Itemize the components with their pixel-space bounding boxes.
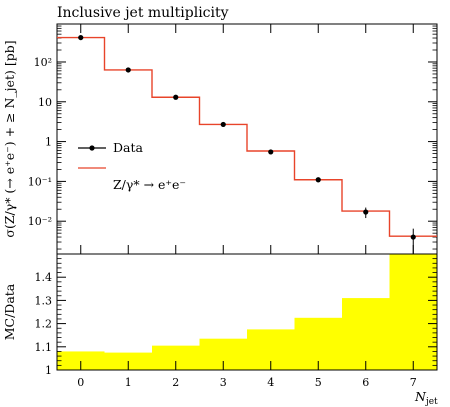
ratio-y-tick-label: 1.2 — [35, 318, 53, 331]
ratio-x-ticks: 0 1 2 3 4 5 6 7 — [77, 361, 417, 389]
mc-series — [57, 36, 437, 237]
ratio-y-ticks: 1 1.1 1.2 1.3 1.4 — [35, 258, 437, 377]
data-series — [78, 34, 416, 254]
x-tick-label: 0 — [77, 376, 84, 389]
legend-mc-label: Z/γ* → e⁺e⁻ — [113, 177, 186, 192]
data-point — [125, 67, 131, 73]
mc-step-line — [57, 36, 437, 237]
ratio-y-tick-label: 1 — [45, 364, 52, 377]
ratio-y-tick-label: 1.1 — [35, 341, 53, 354]
top-x-ticks — [80, 24, 414, 254]
x-tick-label: 1 — [125, 376, 132, 389]
top-y-ticks: 10⁻² 10⁻¹ 1 10 10² — [28, 23, 437, 250]
ratio-y-tick-label: 1.4 — [35, 271, 53, 284]
ratio-bar — [57, 351, 105, 370]
cross-section-panel: 10⁻² 10⁻¹ 1 10 10² Data Z/γ* → e⁺e⁻ σ(Z/γ* (… — [2, 23, 438, 255]
data-point — [410, 234, 416, 240]
top-y-tick-label: 1 — [45, 136, 52, 149]
legend-data-marker — [89, 145, 95, 151]
x-tick-label: 2 — [172, 376, 179, 389]
data-point — [268, 149, 274, 155]
data-point — [220, 121, 226, 128]
x-tick-label: 4 — [267, 376, 274, 389]
top-y-tick-label: 10⁻² — [28, 215, 52, 228]
data-point — [78, 34, 84, 41]
ratio-y-axis-label: MC/Data — [2, 283, 17, 340]
top-y-tick-label: 10² — [34, 56, 52, 69]
data-point — [173, 94, 179, 100]
data-point — [315, 177, 321, 183]
x-tick-label: 7 — [410, 376, 417, 389]
legend: Data Z/γ* → e⁺e⁻ — [78, 140, 186, 192]
ratio-bar — [389, 254, 437, 370]
x-axis-label-subscript: jet — [425, 397, 438, 407]
ratio-histogram — [57, 254, 437, 370]
x-tick-label: 6 — [362, 376, 369, 389]
x-tick-label: 5 — [315, 376, 322, 389]
ratio-panel: 1 1.1 1.2 1.3 1.4 0 1 2 3 4 5 6 7 MC/Data — [2, 253, 438, 389]
top-y-tick-label: 10⁻¹ — [28, 175, 52, 188]
top-y-tick-label: 10 — [38, 96, 52, 109]
x-tick-label: 3 — [220, 376, 227, 389]
legend-data-label: Data — [113, 140, 143, 155]
ratio-panel-frame — [56, 253, 438, 371]
x-axis-label: Njet — [414, 389, 438, 407]
data-point — [363, 209, 369, 215]
ratio-bar — [342, 298, 390, 370]
ratio-y-tick-label: 1.3 — [35, 294, 53, 307]
chart-title: Inclusive jet multiplicity — [57, 5, 229, 21]
top-y-axis-label: σ(Z/γ* (→ e⁺e⁻) + ≥ N_jet) [pb] — [2, 40, 17, 237]
